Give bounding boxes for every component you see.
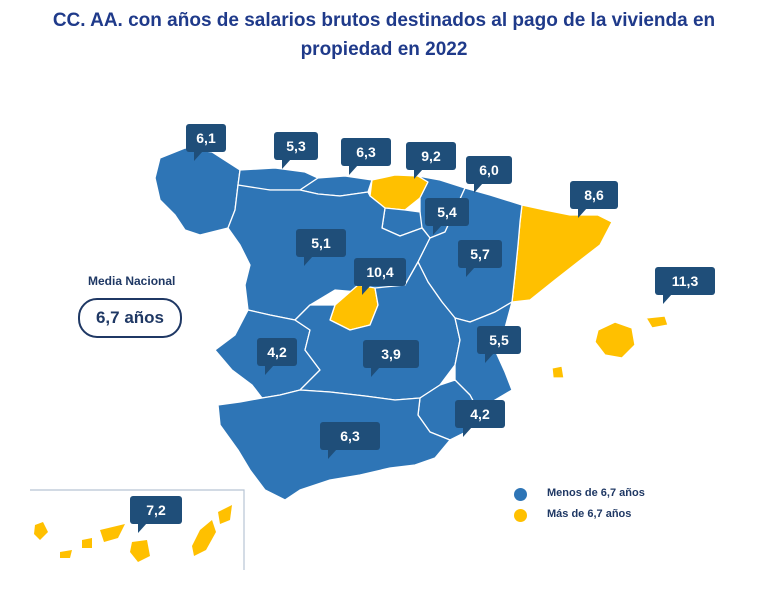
media-nacional-value: 6,7 años: [78, 298, 182, 338]
callout-andalucia: 6,3: [320, 422, 380, 459]
legend-above-dot: [514, 509, 527, 522]
callout-galicia: 6,1: [186, 124, 226, 161]
island-lanzarote: [218, 505, 232, 524]
callout-castilla-y-leon: 5,1: [296, 229, 346, 266]
callout-la-rioja: 5,4: [425, 198, 469, 235]
callout-cantabria: 6,3: [341, 138, 391, 175]
callout-aragon: 5,7: [458, 240, 502, 277]
callout-canarias: 7,2: [130, 496, 182, 533]
callout-castilla-la-mancha: 3,9: [363, 340, 419, 377]
legend-below-label: Menos de 6,7 años: [547, 487, 645, 499]
island-tenerife: [100, 524, 125, 542]
title-line-2: propiedad en 2022: [300, 39, 468, 60]
region-baleares: [594, 321, 636, 359]
callout-baleares: 11,3: [655, 267, 715, 304]
canarias-inset-frame: [30, 489, 245, 570]
region-galicia: [154, 147, 241, 236]
callout-asturias: 5,3: [274, 132, 318, 169]
island-gran-canaria: [130, 540, 150, 562]
callout-extremadura: 4,2: [257, 338, 297, 375]
callout-comunidad-valenciana: 5,5: [477, 326, 521, 363]
island-la-gomera: [82, 538, 92, 548]
callout-madrid: 10,4: [354, 258, 406, 295]
legend-above-label: Más de 6,7 años: [547, 508, 632, 520]
map-title: CC. AA. con años de salarios brutos dest…: [0, 6, 768, 64]
callout-murcia: 4,2: [455, 400, 505, 437]
callout-cataluna: 8,6: [570, 181, 618, 218]
region-baleares-ibiza: [551, 365, 565, 379]
island-el-hierro: [60, 550, 72, 558]
callout-pais-vasco: 9,2: [406, 142, 456, 179]
island-la-palma: [34, 522, 48, 540]
legend-below-dot: [514, 488, 527, 501]
title-line-1: CC. AA. con años de salarios brutos dest…: [52, 10, 716, 31]
media-nacional-label: Media Nacional: [88, 274, 176, 288]
island-fuerteventura: [192, 520, 216, 556]
region-baleares-menorca: [645, 315, 669, 329]
region-cataluna: [511, 204, 613, 303]
callout-navarra: 6,0: [466, 156, 512, 193]
